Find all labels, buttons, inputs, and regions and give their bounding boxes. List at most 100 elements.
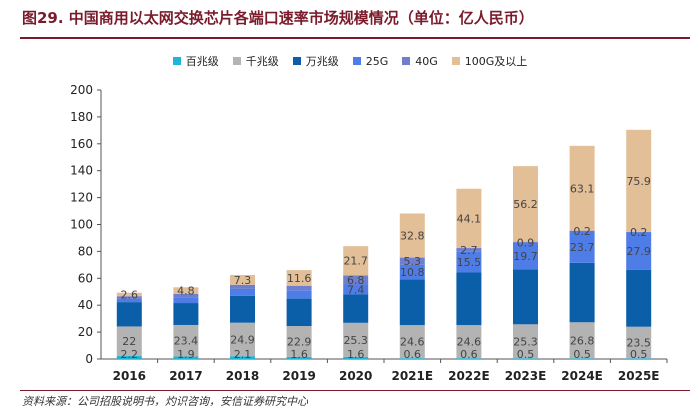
y-tick-label: 200 <box>70 83 93 97</box>
data-label: 4.8 <box>177 285 195 298</box>
bar-segment <box>343 284 369 295</box>
bar-segment <box>286 356 312 359</box>
legend-item: 千兆级 <box>232 53 279 69</box>
data-label: 23.5 <box>626 337 651 350</box>
bar-segment <box>513 324 538 359</box>
data-label: 25.3 <box>513 335 538 348</box>
y-tick-label: 40 <box>78 298 93 312</box>
x-tick-label: 2024E <box>561 369 603 383</box>
bar-segment <box>173 293 199 298</box>
x-tick-label: 2025E <box>618 369 660 383</box>
bar-segment <box>456 272 482 326</box>
bar-segment <box>343 275 369 285</box>
bar-segment <box>456 248 482 252</box>
y-tick-label: 20 <box>78 325 93 339</box>
bar-segment <box>173 324 199 357</box>
footer-rule <box>20 390 690 391</box>
bar-segment <box>569 230 595 263</box>
data-label: 56.2 <box>513 198 538 211</box>
data-label: 26.8 <box>570 334 595 347</box>
legend-swatch <box>402 57 411 65</box>
bar-segment <box>513 166 538 242</box>
bar-segment <box>116 326 142 357</box>
chart-legend: 百兆级 千兆级 万兆级 25G 40G 100G及以上 <box>0 52 700 70</box>
bar-segment <box>230 284 255 289</box>
data-label: 22.9 <box>287 335 312 348</box>
y-tick-label: 160 <box>70 137 93 151</box>
bar-segment <box>569 322 595 359</box>
bar-segment <box>116 298 142 303</box>
legend-item: 100G及以上 <box>451 53 528 69</box>
bar-segment <box>513 242 538 270</box>
legend-swatch <box>232 57 241 65</box>
bar-segment <box>343 294 369 323</box>
bar-segment <box>230 288 255 296</box>
data-label: 1.6 <box>347 348 365 361</box>
data-label: 2.1 <box>234 348 252 361</box>
data-label: 0.6 <box>404 348 422 361</box>
title-underline <box>20 37 690 39</box>
data-label: 10.8 <box>400 266 425 279</box>
legend-item: 40G <box>402 55 438 68</box>
bar-segment <box>626 231 652 233</box>
bar-segment <box>399 325 425 359</box>
bar-segment <box>286 270 312 286</box>
bar-segment <box>513 241 538 243</box>
data-label: 0.5 <box>630 348 648 361</box>
bar-segment <box>626 326 652 359</box>
bar-segment <box>116 292 142 297</box>
y-tick-label: 60 <box>78 271 93 285</box>
bar-segment <box>286 290 312 299</box>
bar-segment <box>230 356 255 359</box>
legend-label: 100G及以上 <box>464 55 528 68</box>
data-label: 0.6 <box>460 348 478 361</box>
data-label: 44.1 <box>457 212 482 225</box>
data-label: 7.3 <box>234 274 252 287</box>
bar-segment <box>343 246 369 276</box>
legend-item: 百兆级 <box>172 53 219 69</box>
data-label: 0.2 <box>630 226 648 239</box>
bar-segment <box>456 251 482 273</box>
data-label: 63.1 <box>570 182 595 195</box>
bar-segment <box>456 358 482 359</box>
legend-label: 25G <box>365 54 389 68</box>
bar-segment <box>230 274 255 285</box>
data-label: 5.3 <box>404 255 422 268</box>
data-label: 0.5 <box>517 348 535 361</box>
legend-label: 万兆级 <box>305 55 339 68</box>
data-label: 24.6 <box>400 336 425 349</box>
figure-title: 图29. 中国商用以太网交换芯片各端口速率市场规模情况（单位：亿人民币） <box>22 9 534 27</box>
bar-segment <box>569 262 595 323</box>
data-label: 0.2 <box>573 225 591 238</box>
legend-item: 万兆级 <box>292 53 339 69</box>
data-label: 27.9 <box>626 245 651 258</box>
x-tick-label: 2020 <box>339 369 372 383</box>
bar-segment <box>399 257 425 265</box>
bar-segment <box>230 322 255 357</box>
bar-segment <box>399 264 425 280</box>
bar-segment <box>569 358 595 359</box>
data-label: 1.6 <box>290 348 308 361</box>
legend-label: 百兆级 <box>185 55 219 68</box>
bar-segment <box>286 298 312 327</box>
x-tick-label: 2017 <box>169 369 202 383</box>
data-label: 0.9 <box>517 236 535 249</box>
bar-segment <box>626 129 652 232</box>
x-tick-label: 2018 <box>226 369 259 383</box>
bar-segment <box>173 287 199 294</box>
x-tick-label: 2019 <box>282 369 315 383</box>
legend-swatch <box>352 57 361 65</box>
bar-segment <box>116 356 142 359</box>
bar-segment <box>569 145 595 231</box>
x-tick-label: 2016 <box>113 369 146 383</box>
bar-segment <box>399 279 425 326</box>
bar-segment <box>343 356 369 359</box>
data-label: 15.5 <box>457 256 482 269</box>
x-tick-label: 2022E <box>448 369 490 383</box>
bar-segment <box>626 232 652 270</box>
legend-label: 40G <box>415 54 438 68</box>
data-label: 32.8 <box>400 230 425 243</box>
bar-segment <box>116 302 142 327</box>
y-tick-label: 120 <box>70 191 93 205</box>
data-label: 2.2 <box>121 348 139 361</box>
